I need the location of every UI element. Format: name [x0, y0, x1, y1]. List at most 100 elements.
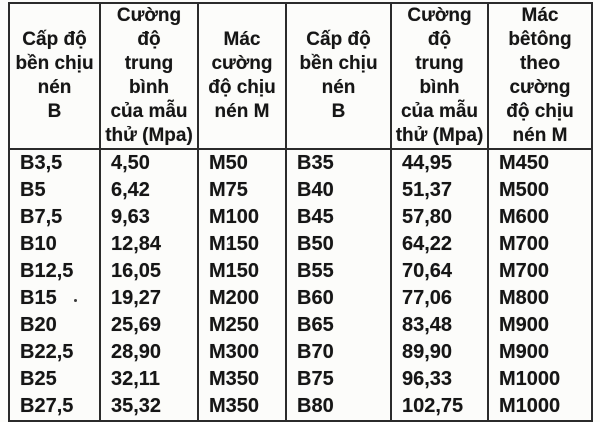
column-header-line: trung bình [415, 53, 464, 98]
table-cell: B65 [285, 312, 391, 339]
table-cell: B80 [285, 393, 391, 421]
table-cell: 25,69 [99, 312, 198, 339]
table-cell: 57,80 [390, 204, 488, 231]
column-header-5: Mác bêtông theo cường độ chịu nén M [487, 3, 592, 150]
table-cell: B7,5 [20, 206, 63, 228]
column-header-line: B [331, 101, 346, 122]
table-cell: 77,06 [390, 285, 488, 312]
column-header-1: Cường độ trung bình của mẫu thử (Mpa) [99, 3, 198, 150]
column-header-line: trung bình [124, 53, 174, 98]
table-cell: 4,50 [99, 149, 198, 177]
table-row: B15 19,27 M200 B60 77,06 M800 [9, 285, 592, 312]
table-cell: M800 [487, 285, 592, 312]
table-row: B22,5 28,90 M300 B70 89,90 M900 [9, 339, 592, 366]
column-header-line: Mác cường [211, 29, 273, 74]
table-row: B12,5 16,05 M150 B55 70,64 M700 [9, 258, 592, 285]
table-cell: B55 [285, 258, 391, 285]
table-cell: B70 [285, 339, 391, 366]
column-header-3: Cấp độ bền chịu nén B [285, 3, 391, 150]
table-cell: M350 [197, 393, 286, 421]
table-cell: B10 [20, 233, 57, 255]
scan-artifact-dot [228, 243, 230, 245]
table-cell: B25 [20, 368, 57, 390]
table-cell: 35,32 [99, 393, 198, 421]
table-row: B25 32,11 M350 B75 96,33 M1000 [9, 366, 592, 393]
table-cell: M250 [197, 312, 286, 339]
table-cell: 89,90 [390, 339, 488, 366]
table-cell: 51,37 [390, 177, 488, 204]
column-header-2: Mác cường độ chịu nén M [197, 3, 286, 150]
column-header-line: Mác [521, 5, 559, 26]
table-cell: 64,22 [390, 231, 488, 258]
table-cell: M500 [487, 177, 592, 204]
column-header-line: Cường độ [116, 5, 182, 50]
column-header-line: của mẫu [400, 101, 479, 122]
table-cell: M450 [487, 149, 592, 177]
table-cell: M900 [487, 312, 592, 339]
table-cell: 44,95 [390, 149, 488, 177]
table-cell: B40 [285, 177, 391, 204]
table-cell: 9,63 [99, 204, 198, 231]
column-header-line: theo cường [509, 53, 571, 98]
table-cell: B22,5 [20, 341, 74, 363]
table-cell: M150 [197, 258, 286, 285]
column-header-4: Cường độ trung bình của mẫu thử (Mpa) [390, 3, 488, 150]
table-cell: 96,33 [390, 366, 488, 393]
table-cell: 32,11 [99, 366, 198, 393]
concrete-strength-conversion-table: Cấp độ bền chịu nén B Cường độ trung bình của … [8, 2, 593, 422]
table-cell: B45 [285, 204, 391, 231]
scanned-document-page: Cấp độ bền chịu nén B Cường độ trung bình của … [8, 2, 593, 422]
table-cell: 16,05 [99, 258, 198, 285]
table-cell: M150 [197, 231, 286, 258]
column-header-0: Cấp độ bền chịu nén B [9, 3, 100, 150]
column-header-line: Cấp độ [306, 29, 371, 50]
column-header-line: bền chịu [15, 53, 94, 74]
table-cell: M50 [197, 149, 286, 177]
column-header-line: của mẫu [110, 101, 188, 122]
table-row: B20 25,69 M250 B65 83,48 M900 [9, 312, 592, 339]
table-cell: 70,64 [390, 258, 488, 285]
table-cell: B27,5 [20, 395, 74, 417]
column-header-line: B [47, 101, 62, 122]
table-cell: 6,42 [99, 177, 198, 204]
table-cell: M700 [487, 231, 592, 258]
table-cell: B5 [20, 179, 46, 201]
column-header-line: Cấp độ [22, 29, 87, 50]
table-cell: M100 [197, 204, 286, 231]
table-cell: 12,84 [99, 231, 198, 258]
table-cell: M1000 [487, 366, 592, 393]
table-cell: B60 [285, 285, 391, 312]
table-cell: B35 [285, 149, 391, 177]
table-row: B10 12,84 M150 B50 64,22 M700 [9, 231, 592, 258]
table-cell: 19,27 [99, 285, 198, 312]
table-cell: 83,48 [390, 312, 488, 339]
table-cell: B75 [285, 366, 391, 393]
column-header-line: thử (Mpa) [395, 125, 484, 146]
column-header-line: nén [37, 77, 72, 98]
column-header-line: bền chịu [299, 53, 378, 74]
table-body: B3,5 4,50 M50 B35 44,95 M450 B5 6,42 M75 B40 51,37… [9, 149, 592, 421]
table-cell: M700 [487, 258, 592, 285]
table-cell: 28,90 [99, 339, 198, 366]
column-header-line: nén M [512, 125, 568, 146]
table-cell: B20 [20, 314, 57, 336]
column-header-line: Cường độ [407, 5, 472, 50]
table-row: B3,5 4,50 M50 B35 44,95 M450 [9, 149, 592, 177]
column-header-line: nén [321, 77, 356, 98]
table-header-row: Cấp độ bền chịu nén B Cường độ trung bình của … [9, 3, 592, 150]
column-header-line: nén M [214, 101, 270, 122]
scan-artifact-dot [74, 299, 77, 302]
column-header-line: độ chịu [506, 101, 574, 122]
column-header-line: độ chịu [208, 77, 276, 98]
table-row: B5 6,42 M75 B40 51,37 M500 [9, 177, 592, 204]
table-cell: M900 [487, 339, 592, 366]
table-cell: M300 [197, 339, 286, 366]
column-header-line: bêtông [508, 29, 572, 50]
table-cell: B50 [285, 231, 391, 258]
table-cell: M200 [197, 285, 286, 312]
table-cell: M75 [197, 177, 286, 204]
table-cell: B12,5 [20, 260, 74, 282]
table-cell: M1000 [487, 393, 592, 421]
table-cell: B15 [20, 287, 57, 309]
table-cell: M350 [197, 366, 286, 393]
